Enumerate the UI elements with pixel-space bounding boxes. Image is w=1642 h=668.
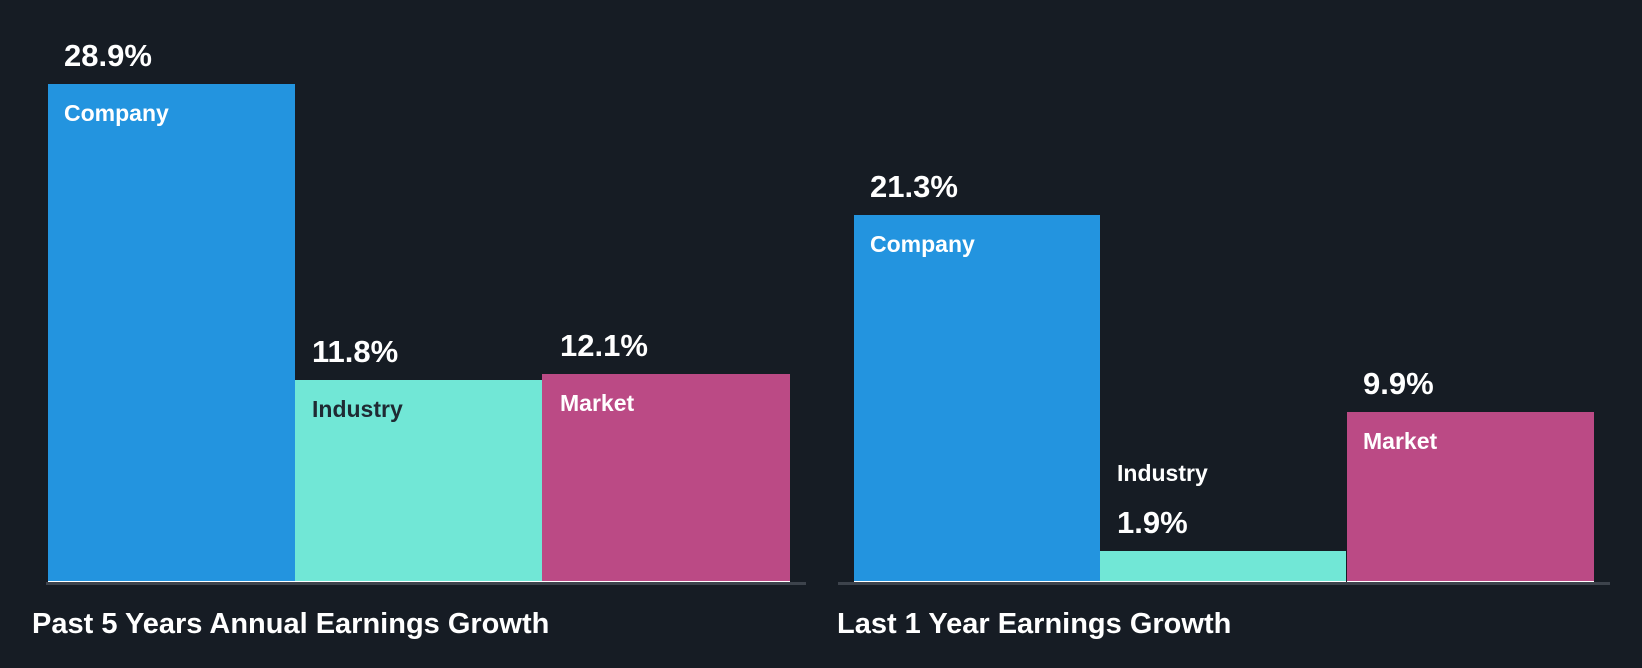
value-label-market: 9.9% xyxy=(1363,366,1434,401)
bar-company xyxy=(48,84,295,584)
bar-industry xyxy=(1100,551,1346,584)
bar-label-market: Market xyxy=(560,390,635,416)
bar-label-industry: Industry xyxy=(1117,460,1208,486)
x-axis-line xyxy=(46,582,806,585)
bar-label-company: Company xyxy=(870,231,975,257)
bar-company xyxy=(854,215,1100,584)
chart-title-right: Last 1 Year Earnings Growth xyxy=(837,608,1232,640)
bar-industry xyxy=(295,380,542,584)
value-label-industry: 1.9% xyxy=(1117,505,1188,540)
value-label-company: 21.3% xyxy=(870,169,958,204)
value-label-market: 12.1% xyxy=(560,328,648,363)
value-label-industry: 11.8% xyxy=(312,334,399,369)
chart-title-left: Past 5 Years Annual Earnings Growth xyxy=(32,608,550,640)
bar-label-industry: Industry xyxy=(312,396,403,422)
bar-label-company: Company xyxy=(64,100,169,126)
bar-label-market: Market xyxy=(1363,428,1438,454)
value-label-company: 28.9% xyxy=(64,38,152,73)
x-axis-line xyxy=(838,582,1610,585)
